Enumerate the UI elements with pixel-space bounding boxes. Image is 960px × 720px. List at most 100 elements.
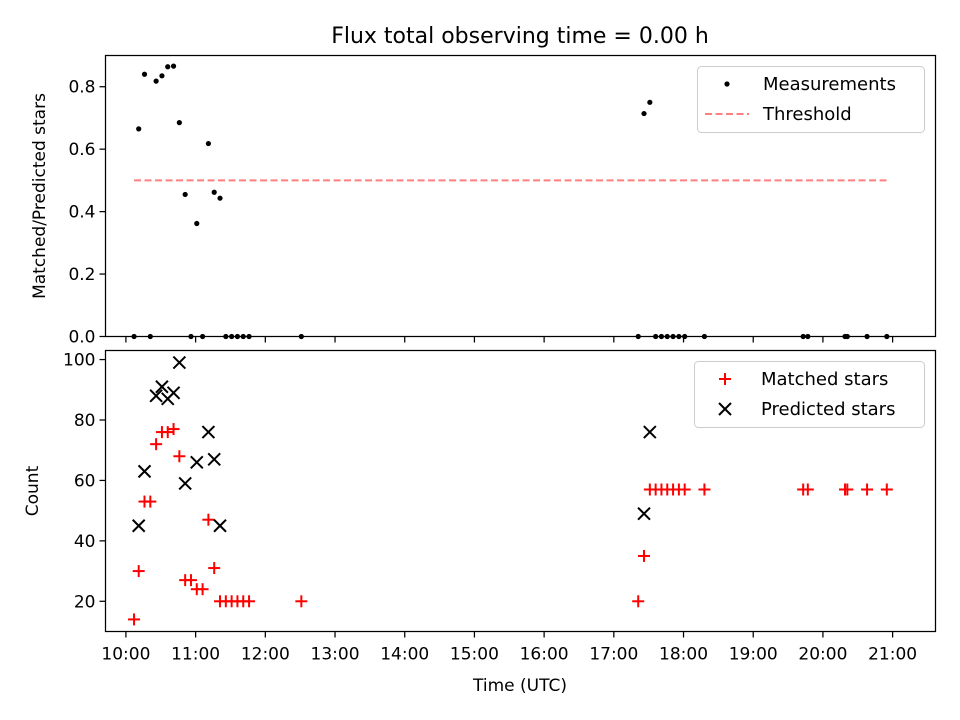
top-axes: 0.00.20.40.60.8 Matched/Predicted stars … xyxy=(30,54,937,348)
matched-star-point xyxy=(841,483,854,496)
predicted-stars-series xyxy=(131,355,657,533)
predicted-star-point xyxy=(149,389,163,403)
x-tick-label: 16:00 xyxy=(520,645,569,665)
measurement-point xyxy=(701,333,708,340)
y-tick-label: 0.0 xyxy=(68,328,95,348)
measurement-point xyxy=(211,189,217,195)
x-tick-label: 12:00 xyxy=(241,645,290,665)
predicted-star-point xyxy=(190,455,204,470)
matched-star-point xyxy=(295,595,308,608)
measurement-point xyxy=(805,333,811,340)
x-tick-label: 14:00 xyxy=(380,645,429,665)
top-legend-box xyxy=(697,66,925,133)
measurement-point xyxy=(194,220,200,227)
y-tick-label: 100 xyxy=(63,351,95,371)
bottom-axes-frame xyxy=(104,349,937,633)
measurement-point xyxy=(234,333,241,340)
measurement-point xyxy=(682,333,688,340)
matched-star-point xyxy=(880,483,893,496)
measurement-point xyxy=(176,120,182,126)
bottom-legend-box xyxy=(694,361,925,428)
measurement-point xyxy=(170,63,177,69)
measurement-point xyxy=(188,333,194,340)
legend-marker-measurements xyxy=(724,81,730,87)
measurement-point xyxy=(844,333,850,340)
matched-star-point xyxy=(208,562,221,575)
top-y-axis-label: Matched/Predicted stars xyxy=(30,93,50,299)
y-tick-label: 20 xyxy=(74,592,96,612)
matched-star-point xyxy=(638,549,651,562)
predicted-star-point xyxy=(166,386,181,400)
predicted-star-point xyxy=(201,425,216,439)
bottom-axes: 20 40 60 80 100 10:00 11:00 12:00 13:00 14:00 15:… xyxy=(23,349,937,696)
measurement-point xyxy=(159,73,165,79)
measurement-point xyxy=(240,333,246,340)
legend-label-threshold: Threshold xyxy=(762,104,852,125)
measurement-point xyxy=(246,333,252,340)
y-tick-label: 0.8 xyxy=(68,78,95,98)
measurement-point xyxy=(141,71,148,77)
measurement-point xyxy=(136,126,142,132)
chart-title: Flux total observing time = 0.00 h xyxy=(331,24,709,49)
measurement-point xyxy=(229,333,235,340)
x-tick-label: 21:00 xyxy=(868,645,917,665)
x-tick-label: 13:00 xyxy=(311,645,360,665)
measurement-point xyxy=(182,191,188,198)
x-tick-label: 19:00 xyxy=(729,645,778,665)
y-tick-label: 0.6 xyxy=(68,140,95,160)
predicted-star-point xyxy=(155,380,169,394)
measurement-point xyxy=(653,333,659,340)
y-tick-label: 0.2 xyxy=(68,265,95,285)
measurement-point xyxy=(223,333,229,340)
x-tick-label: 15:00 xyxy=(450,645,499,665)
measurement-point xyxy=(165,64,171,70)
matched-star-point xyxy=(243,595,256,608)
top-x-ticks xyxy=(125,336,894,343)
matched-star-point xyxy=(173,450,186,463)
predicted-star-point xyxy=(643,425,657,439)
measurement-point xyxy=(676,333,682,340)
matched-star-point xyxy=(184,574,197,587)
matched-star-point xyxy=(698,483,711,496)
measurement-point xyxy=(153,78,159,84)
x-tick-label: 17:00 xyxy=(589,645,638,665)
bottom-y-axis-label: Count xyxy=(23,465,43,516)
measurement-point xyxy=(800,333,806,340)
matched-stars-series xyxy=(128,423,893,626)
matched-star-point xyxy=(132,565,145,578)
predicted-star-point xyxy=(637,506,651,521)
measurement-point xyxy=(205,140,212,147)
x-tick-label: 18:00 xyxy=(659,645,708,665)
top-y-ticks: 0.0 0.2 0.4 0.6 0.8 xyxy=(68,78,106,348)
predicted-star-point xyxy=(213,519,227,533)
measurement-point xyxy=(641,110,647,117)
measurement-point xyxy=(670,333,676,340)
bottom-legend: Matched stars Predicted stars xyxy=(694,361,925,428)
matched-star-point xyxy=(861,483,874,496)
predicted-star-point xyxy=(207,452,221,466)
measurement-point xyxy=(217,195,223,201)
matched-star-point xyxy=(150,438,163,451)
measurement-point xyxy=(658,333,665,340)
legend-marker-predicted-stars xyxy=(718,402,732,416)
y-tick-label: 60 xyxy=(74,471,96,491)
matched-star-point xyxy=(202,513,215,526)
measurement-point xyxy=(635,333,641,340)
measurement-point xyxy=(864,333,870,340)
measurement-point xyxy=(147,333,153,340)
matched-star-point xyxy=(801,483,814,496)
measurement-point xyxy=(298,333,304,340)
legend-label-measurements: Measurements xyxy=(763,74,896,95)
top-legend: Measurements Threshold xyxy=(697,66,925,133)
predicted-star-point xyxy=(137,464,152,479)
bottom-y-ticks: 20 40 60 80 100 xyxy=(63,351,106,612)
predicted-star-point xyxy=(178,476,192,491)
measurement-point xyxy=(647,99,653,105)
matched-star-point xyxy=(196,583,209,596)
legend-label-predicted-stars: Predicted stars xyxy=(761,399,895,420)
y-tick-label: 40 xyxy=(74,532,96,552)
x-tick-label: 10:00 xyxy=(101,645,150,665)
matched-star-point xyxy=(632,595,645,608)
x-tick-label: 11:00 xyxy=(171,645,220,665)
